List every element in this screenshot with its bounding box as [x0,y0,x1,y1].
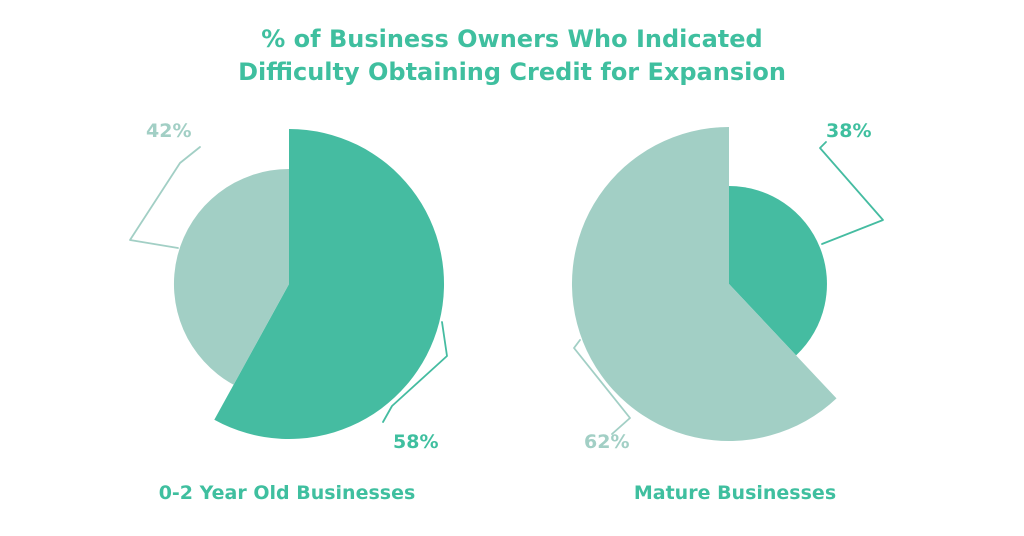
chart-title-line-2: Difficulty Obtaining Credit for Expansio… [238,58,786,86]
pie-slice-young-42 [173,168,289,385]
label-mature-38: 38% [826,120,871,142]
label-young-42: 42% [146,120,191,142]
leader-line-young-42 [129,146,201,249]
pie-slice-young-58 [214,129,445,439]
label-mature-62: 62% [584,431,629,453]
label-young-58: 58% [393,431,438,453]
caption-mature-businesses: Mature Businesses [634,482,836,504]
pie-slice-mature-62 [571,126,837,442]
chart-title-line-1: % of Business Owners Who Indicated [261,25,762,53]
leader-line-mature-62 [573,339,631,435]
caption-young-businesses: 0-2 Year Old Businesses [159,482,416,504]
pie-slice-mature-38 [729,186,827,356]
leader-line-mature-38 [819,141,884,245]
leader-line-young-58 [382,321,448,423]
